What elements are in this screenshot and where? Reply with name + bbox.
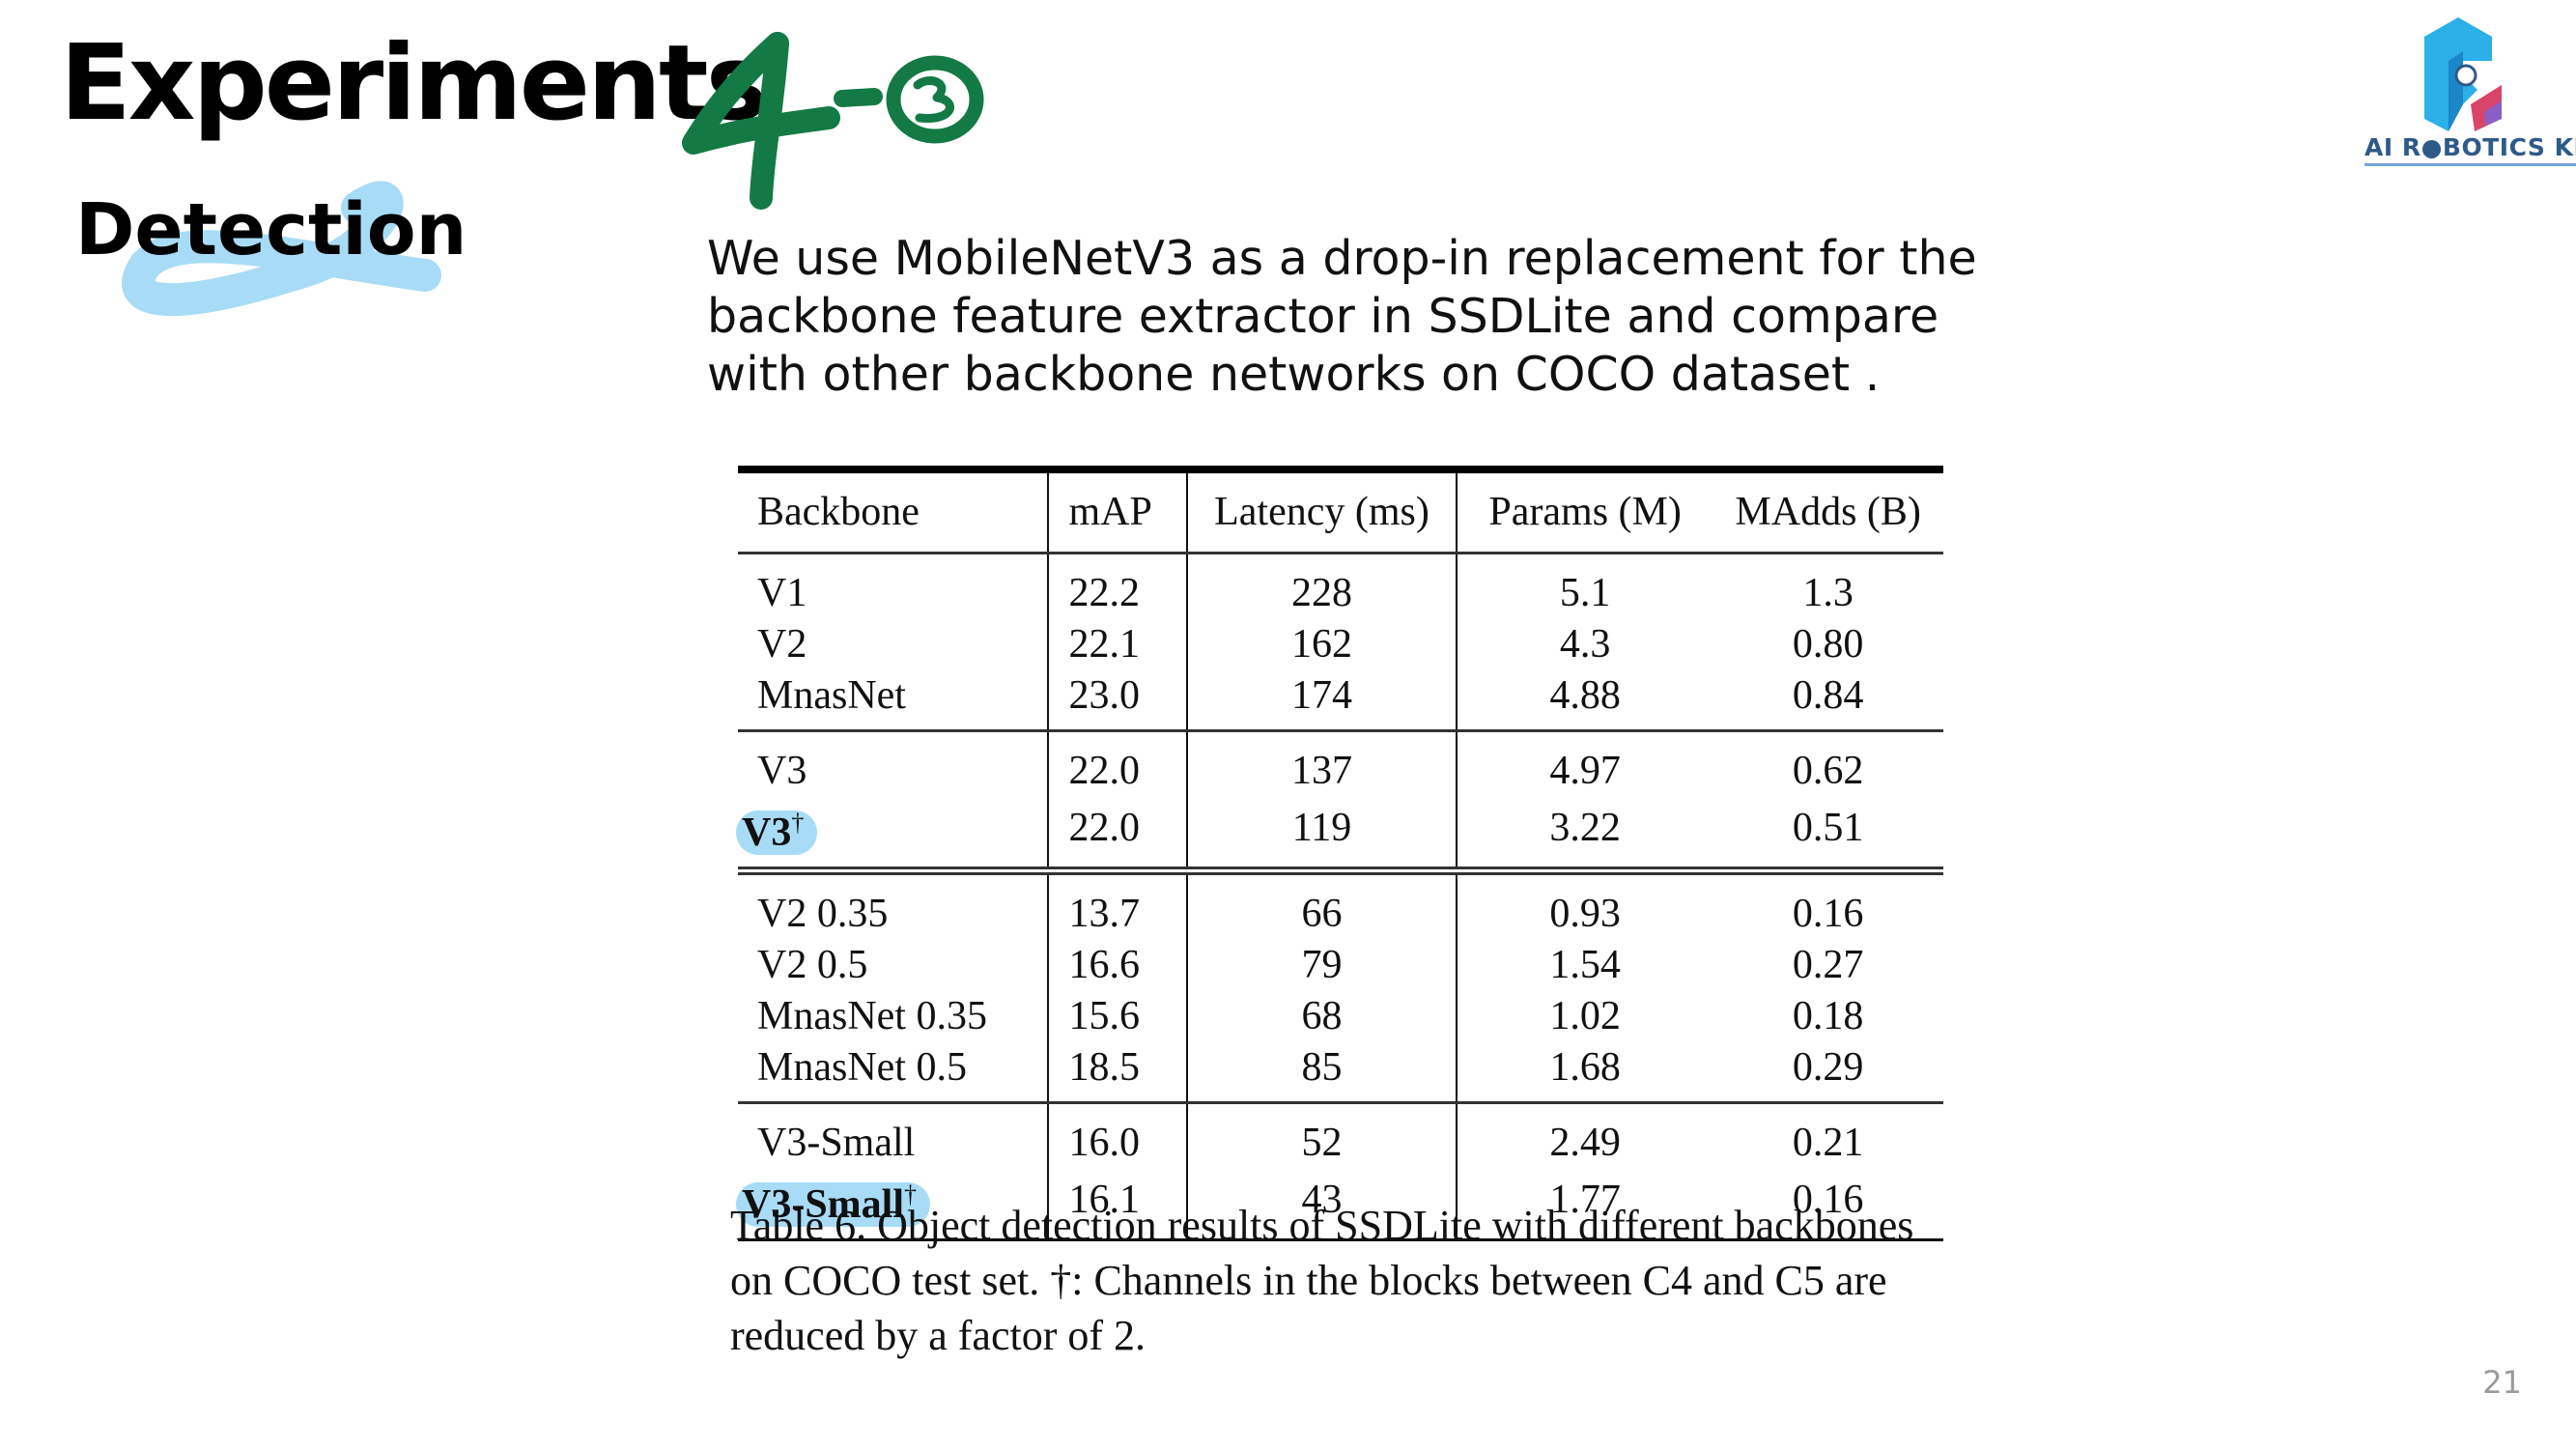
slide-title: Experiments xyxy=(60,23,768,144)
cell-madds: 0.62 xyxy=(1792,749,1864,793)
cell-latency: 68 xyxy=(1186,991,1457,1042)
header-latency: Latency (ms) xyxy=(1186,469,1457,554)
cell-backbone-highlighted: V3† xyxy=(736,797,1048,871)
cell-madds: 0.16 xyxy=(1792,1177,1864,1222)
highlighted-backbone: V3-Small† xyxy=(736,1180,930,1227)
backbone-name: V3 xyxy=(742,810,792,855)
cell-latency: 43 xyxy=(1186,1169,1457,1240)
table-row: V3† 22.0 119 3.22 0.51 xyxy=(736,797,1943,871)
cell-map: 13.7 xyxy=(1047,870,1188,940)
table-group-small-baselines: V2 0.35 13.7 66 0.93 0.16 V2 0.5 16.6 79… xyxy=(738,870,1943,1103)
cell-backbone: V2 0.5 xyxy=(757,943,868,987)
cell-madds: 0.27 xyxy=(1792,943,1864,987)
cell-latency: 162 xyxy=(1186,619,1457,670)
cell-backbone: V2 xyxy=(757,622,807,667)
cell-madds: 0.21 xyxy=(1792,1121,1864,1165)
cell-backbone: V3 xyxy=(757,749,807,793)
table-row: MnasNet 0.35 15.6 68 1.02 0.18 xyxy=(738,991,1943,1042)
page-number: 21 xyxy=(2482,1364,2522,1401)
cell-madds: 0.84 xyxy=(1792,673,1864,718)
cell-params: 1.68 xyxy=(1455,1042,1713,1103)
table-row: MnasNet 23.0 174 4.88 0.84 xyxy=(738,670,1943,731)
robot-logo-icon xyxy=(2424,17,2502,131)
highlighted-backbone: V3† xyxy=(736,809,818,855)
cell-map: 23.0 xyxy=(1047,670,1188,731)
cell-latency: 79 xyxy=(1186,940,1457,991)
cell-backbone: V2 0.35 xyxy=(757,892,889,936)
table-row: V3-Small 16.0 52 2.49 0.21 xyxy=(738,1102,1943,1169)
cell-map: 15.6 xyxy=(1047,991,1188,1042)
intro-paragraph: We use MobileNetV3 as a drop-in replacem… xyxy=(707,231,1977,402)
cell-latency: 137 xyxy=(1186,730,1457,797)
cell-map: 22.0 xyxy=(1047,797,1188,871)
table-row: V3 22.0 137 4.97 0.62 xyxy=(738,730,1943,797)
cell-backbone: MnasNet 0.35 xyxy=(757,994,987,1038)
cell-params: 3.22 xyxy=(1455,797,1713,871)
dagger-mark: † xyxy=(791,809,805,837)
cell-latency: 52 xyxy=(1186,1102,1457,1169)
results-table-container: Backbone mAP Latency (ms) Params (M) MAd… xyxy=(736,466,1943,1241)
cell-params: 2.49 xyxy=(1455,1102,1713,1169)
cell-params: 1.77 xyxy=(1455,1169,1713,1240)
table-caption: Table 6. Object detection results of SSD… xyxy=(730,1202,1914,1359)
cell-backbone: MnasNet xyxy=(757,673,906,718)
cell-params: 4.3 xyxy=(1455,619,1713,670)
cell-madds: 0.16 xyxy=(1792,892,1864,936)
header-params: Params (M) xyxy=(1455,469,1713,554)
cell-params: 1.54 xyxy=(1455,940,1713,991)
cell-params: 4.97 xyxy=(1455,730,1713,797)
cell-map: 18.5 xyxy=(1047,1042,1188,1103)
table-row: V2 0.5 16.6 79 1.54 0.27 xyxy=(738,940,1943,991)
table-header-row: Backbone mAP Latency (ms) Params (M) MAd… xyxy=(738,469,1943,554)
cell-backbone-highlighted: V3-Small† xyxy=(736,1169,1048,1240)
cell-backbone: MnasNet 0.5 xyxy=(757,1045,967,1090)
cell-latency: 66 xyxy=(1186,870,1457,940)
header-backbone: Backbone xyxy=(738,469,1049,554)
cell-madds: 0.29 xyxy=(1792,1045,1864,1090)
cell-madds: 0.51 xyxy=(1792,805,1864,850)
cell-params: 5.1 xyxy=(1455,553,1713,619)
table-row: MnasNet 0.5 18.5 85 1.68 0.29 xyxy=(738,1042,1943,1103)
cell-map: 16.6 xyxy=(1047,940,1188,991)
slide-subtitle: Detection xyxy=(75,188,467,271)
cell-backbone: V1 xyxy=(757,571,807,615)
header-map: mAP xyxy=(1047,469,1188,554)
cell-map: 22.0 xyxy=(1047,730,1188,797)
table-row: V2 22.1 162 4.3 0.80 xyxy=(738,619,1943,670)
cell-map: 22.1 xyxy=(1047,619,1188,670)
cell-map: 16.1 xyxy=(1047,1169,1188,1240)
cell-backbone: V3-Small xyxy=(757,1121,916,1165)
cell-latency: 119 xyxy=(1186,797,1457,871)
cell-latency: 228 xyxy=(1186,553,1457,619)
ai-robotics-kr-logo xyxy=(2357,8,2576,172)
cell-params: 0.93 xyxy=(1455,870,1713,940)
logo-text: AI R●BOTICS KR xyxy=(2364,133,2576,166)
cell-map: 22.2 xyxy=(1047,553,1188,619)
header-madds: MAdds (B) xyxy=(1713,469,1943,554)
cell-map: 16.0 xyxy=(1047,1102,1188,1169)
cell-madds: 0.80 xyxy=(1792,622,1864,667)
cell-madds: 1.3 xyxy=(1802,571,1854,615)
cell-params: 4.88 xyxy=(1455,670,1713,731)
cell-latency: 85 xyxy=(1186,1042,1457,1103)
dagger-mark: † xyxy=(904,1180,917,1208)
cell-params: 1.02 xyxy=(1455,991,1713,1042)
cell-latency: 174 xyxy=(1186,670,1457,731)
cell-madds: 0.18 xyxy=(1792,994,1864,1038)
table-row: V1 22.2 228 5.1 1.3 xyxy=(738,553,1943,619)
table-group-v3-small: V3-Small 16.0 52 2.49 0.21 V3-Small† 16.… xyxy=(736,1102,1943,1240)
table-row: V3-Small† 16.1 43 1.77 0.16 xyxy=(736,1169,1943,1240)
backbone-name: V3-Small xyxy=(742,1182,904,1227)
table-group-large-baselines: V1 22.2 228 5.1 1.3 V2 22.1 162 4.3 0.80… xyxy=(738,553,1943,731)
table-row: V2 0.35 13.7 66 0.93 0.16 xyxy=(738,870,1943,940)
results-table: Backbone mAP Latency (ms) Params (M) MAd… xyxy=(736,466,1943,1241)
table-group-v3-large: V3 22.0 137 4.97 0.62 V3† 22.0 119 3.22 … xyxy=(736,730,1943,871)
